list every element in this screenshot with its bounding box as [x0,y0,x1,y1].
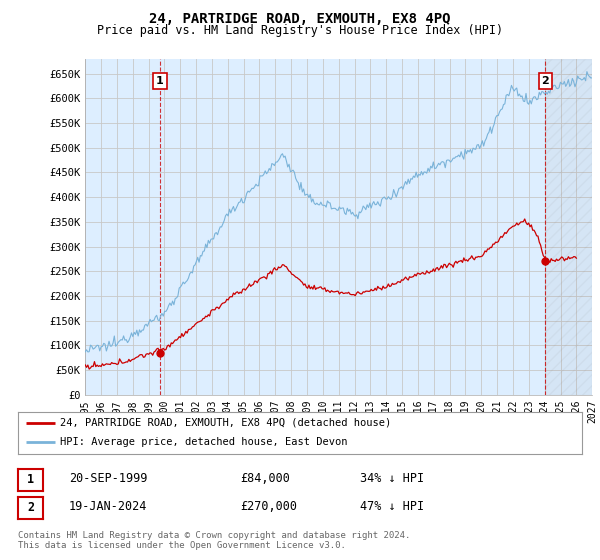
Text: 2: 2 [27,501,34,515]
Text: HPI: Average price, detached house, East Devon: HPI: Average price, detached house, East… [60,437,348,447]
Text: 24, PARTRIDGE ROAD, EXMOUTH, EX8 4PQ: 24, PARTRIDGE ROAD, EXMOUTH, EX8 4PQ [149,12,451,26]
Text: £84,000: £84,000 [240,472,290,486]
Text: 34% ↓ HPI: 34% ↓ HPI [360,472,424,486]
Text: 20-SEP-1999: 20-SEP-1999 [69,472,148,486]
Text: 1: 1 [27,473,34,487]
Bar [545,59,592,395]
Text: Contains HM Land Registry data © Crown copyright and database right 2024.
This d: Contains HM Land Registry data © Crown c… [18,531,410,550]
Text: 2: 2 [542,76,550,86]
Text: 1: 1 [156,76,164,86]
Text: 19-JAN-2024: 19-JAN-2024 [69,500,148,514]
Text: £270,000: £270,000 [240,500,297,514]
Text: 47% ↓ HPI: 47% ↓ HPI [360,500,424,514]
Text: 24, PARTRIDGE ROAD, EXMOUTH, EX8 4PQ (detached house): 24, PARTRIDGE ROAD, EXMOUTH, EX8 4PQ (de… [60,418,392,428]
Text: Price paid vs. HM Land Registry's House Price Index (HPI): Price paid vs. HM Land Registry's House … [97,24,503,36]
